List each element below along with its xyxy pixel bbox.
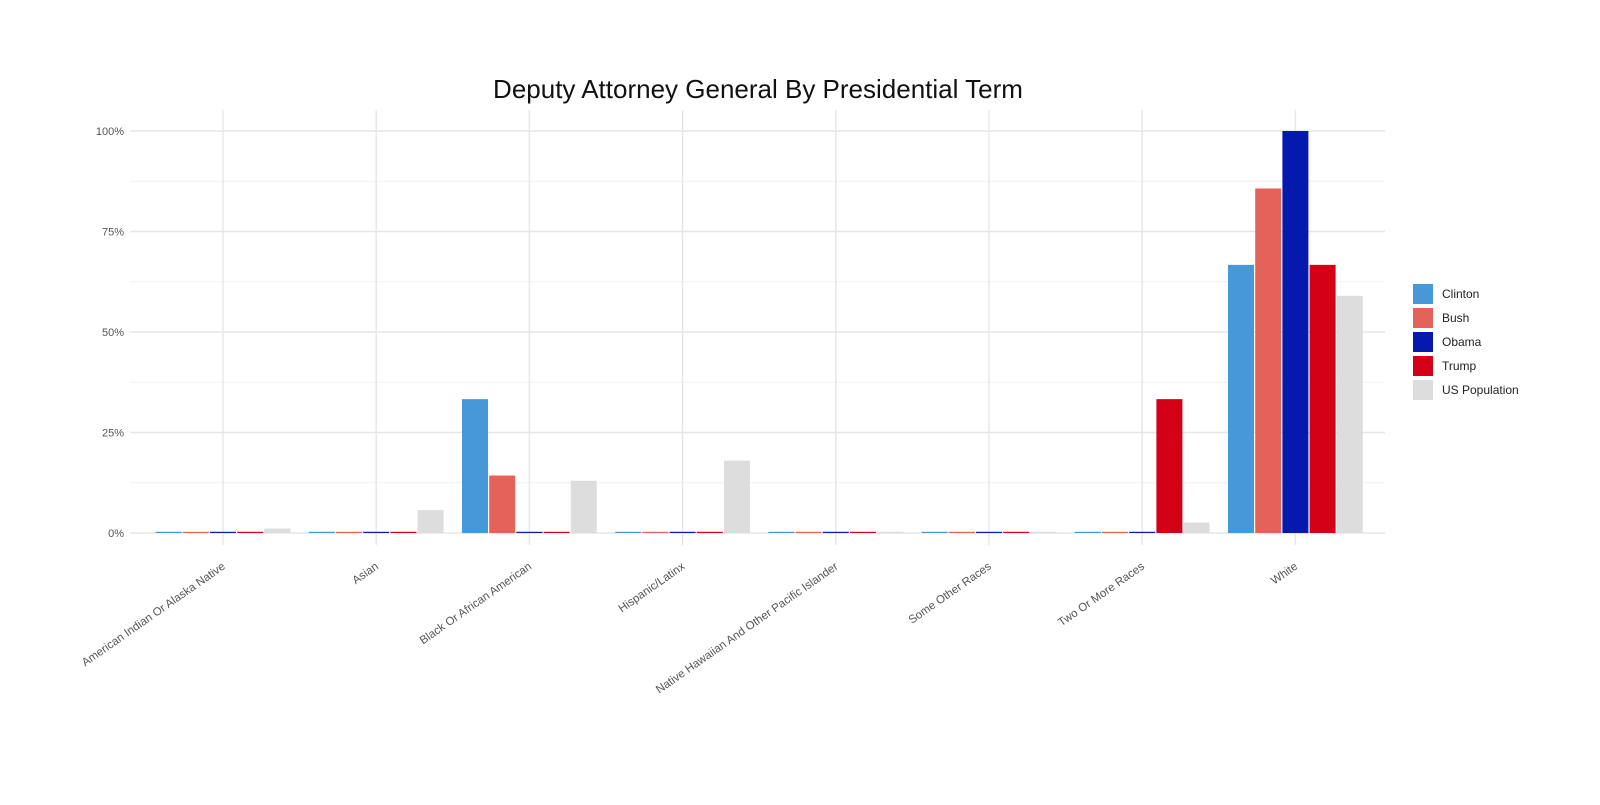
x-tick-label: Some Other Races [907,560,994,626]
x-tick-label: American Indian Or Alaska Native [80,561,228,669]
legend-label: Obama [1442,335,1482,349]
bars-layer [155,131,1363,533]
bar-obama [516,531,543,533]
bar-bush [336,531,362,533]
bar-obama [1282,131,1309,533]
chart-title: Deputy Attorney General By Presidential … [493,74,1023,104]
legend-swatch [1413,308,1433,328]
y-tick-label: 25% [102,428,124,440]
bar-us-population [1336,295,1363,533]
bar-bush [1102,531,1128,533]
bar-clinton [921,531,948,533]
bar-us-population [1183,522,1210,533]
bar-trump [390,531,417,533]
bar-clinton [615,531,642,533]
y-axis: 0% 25% 50% 75% 100% [96,126,124,540]
legend-swatch [1413,332,1433,352]
bar-clinton [462,399,488,533]
bar-us-population [417,510,444,533]
bar-trump [543,531,570,533]
bar-obama [1129,531,1156,533]
x-tick-label: Hispanic/Latinx [617,560,688,615]
bar-clinton [768,531,795,533]
x-tick-label: Native Hawaiian And Other Pacific Island… [654,561,841,697]
grid-layer [130,110,1385,545]
bar-bush [642,531,669,533]
y-tick-label: 100% [96,126,124,138]
legend-label: Bush [1442,311,1469,325]
y-tick-label: 50% [102,327,124,339]
bar-clinton [155,531,182,533]
bar-bush [1255,188,1282,533]
y-tick-label: 75% [102,227,124,239]
legend-swatch [1413,380,1433,400]
x-tick-label: White [1269,561,1300,588]
legend: Clinton Bush Obama Trump US Population [1413,284,1519,400]
bar-clinton [308,531,335,533]
bar-us-population [724,460,750,533]
bar-trump [1156,399,1183,533]
x-tick-label: Black Or African American [418,561,534,647]
bar-bush [948,531,975,533]
bar-trump [1309,264,1336,533]
y-tick-label: 0% [108,528,124,540]
bar-obama [976,531,1002,533]
x-tick-label: Two Or More Races [1056,560,1147,629]
bar-us-population [1030,531,1057,533]
bar-us-population [877,531,904,533]
x-axis: American Indian Or Alaska Native Asian Bla… [80,560,1300,696]
bar-obama [363,531,390,533]
bar-bush [489,475,516,533]
legend-swatch [1413,356,1433,376]
bar-obama [210,531,236,533]
bar-trump [237,531,264,533]
bar-trump [1003,531,1030,533]
bar-bush [182,531,209,533]
bar-us-population [264,528,291,533]
legend-label: US Population [1442,383,1519,397]
bar-bush [795,531,822,533]
bar-clinton [1228,264,1254,533]
legend-swatch [1413,284,1433,304]
bar-trump [850,531,876,533]
legend-label: Trump [1442,359,1477,373]
bar-clinton [1074,531,1101,533]
x-tick-label: Asian [350,561,380,587]
bar-us-population [570,480,597,533]
bar-obama [669,531,696,533]
bar-trump [696,531,723,533]
legend-label: Clinton [1442,287,1479,301]
bar-obama [822,531,849,533]
